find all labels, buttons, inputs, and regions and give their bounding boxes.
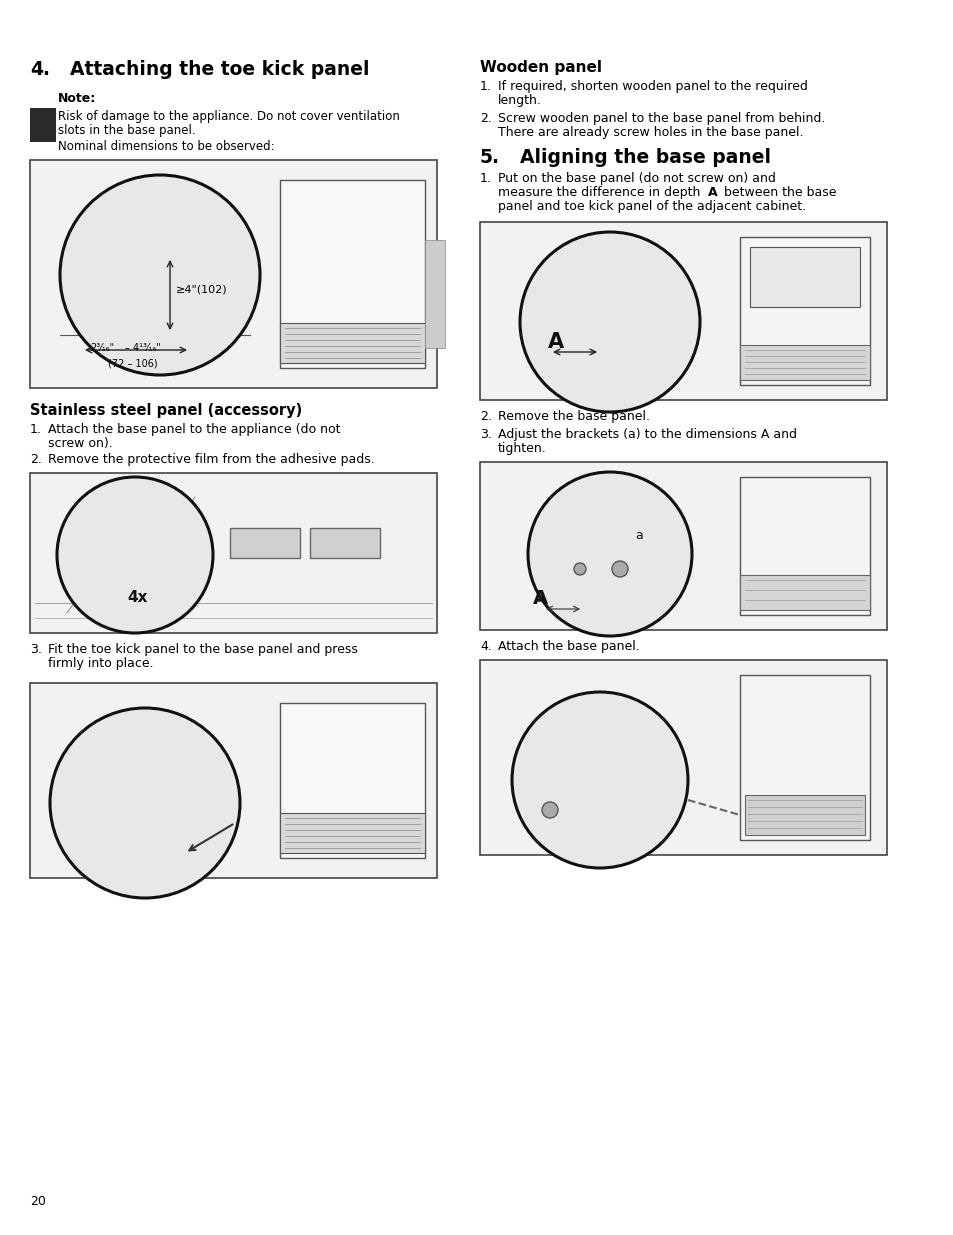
Bar	[749, 247, 859, 308]
Bar	[479, 222, 886, 400]
Bar	[280, 813, 424, 853]
Text: Fit the toe kick panel to the base panel and press: Fit the toe kick panel to the base panel…	[48, 643, 357, 656]
Text: Put on the base panel (do not screw on) and: Put on the base panel (do not screw on) …	[497, 172, 775, 185]
Text: 20: 20	[30, 1195, 46, 1208]
Text: 2.: 2.	[30, 453, 42, 466]
Text: There are already screw holes in the base panel.: There are already screw holes in the bas…	[497, 126, 802, 140]
Circle shape	[541, 802, 558, 818]
Text: Stainless steel panel (accessory): Stainless steel panel (accessory)	[30, 403, 302, 417]
Text: length.: length.	[497, 94, 541, 107]
Circle shape	[574, 563, 585, 576]
Text: panel and toe kick panel of the adjacent cabinet.: panel and toe kick panel of the adjacent…	[497, 200, 805, 212]
Bar	[280, 324, 424, 363]
Bar	[559, 524, 649, 543]
Bar	[740, 576, 869, 610]
Text: If required, shorten wooden panel to the required: If required, shorten wooden panel to the…	[497, 80, 807, 93]
Bar	[740, 477, 869, 615]
Text: – 4¹³⁄₁₆": – 4¹³⁄₁₆"	[125, 343, 161, 353]
Text: Attaching the toe kick panel: Attaching the toe kick panel	[70, 61, 369, 79]
Bar	[280, 703, 424, 858]
Text: Aligning the base panel: Aligning the base panel	[519, 148, 770, 167]
Bar	[740, 676, 869, 840]
Text: 1.: 1.	[479, 80, 492, 93]
Text: Adjust the brackets (a) to the dimensions A and: Adjust the brackets (a) to the dimension…	[497, 429, 796, 441]
Bar	[280, 180, 424, 368]
Text: B: B	[36, 117, 50, 135]
Bar	[539, 820, 659, 835]
Bar	[30, 473, 436, 634]
Bar	[30, 161, 436, 388]
Text: 4.: 4.	[30, 61, 50, 79]
Bar	[479, 659, 886, 855]
Text: Nominal dimensions to be observed:: Nominal dimensions to be observed:	[58, 140, 274, 153]
Bar	[230, 529, 299, 558]
Text: between the base: between the base	[720, 186, 836, 199]
Bar	[30, 683, 436, 878]
Text: measure the difference in depth: measure the difference in depth	[497, 186, 703, 199]
Bar	[424, 240, 444, 348]
Circle shape	[527, 472, 691, 636]
Bar	[30, 107, 56, 142]
Text: 2.: 2.	[479, 410, 492, 424]
Bar	[569, 543, 609, 574]
Circle shape	[519, 232, 700, 412]
Text: 4.: 4.	[479, 640, 492, 653]
Text: Risk of damage to the appliance. Do not cover ventilation: Risk of damage to the appliance. Do not …	[58, 110, 399, 124]
Text: Remove the base panel.: Remove the base panel.	[497, 410, 649, 424]
Text: 1.: 1.	[479, 172, 492, 185]
Bar	[479, 462, 886, 630]
Bar	[744, 795, 864, 835]
Text: Attach the base panel.: Attach the base panel.	[497, 640, 639, 653]
Text: 3.: 3.	[479, 429, 492, 441]
Bar	[310, 529, 379, 558]
Text: Remove the protective film from the adhesive pads.: Remove the protective film from the adhe…	[48, 453, 375, 466]
Circle shape	[512, 692, 687, 868]
Circle shape	[57, 477, 213, 634]
Text: ≥4"(102): ≥4"(102)	[175, 285, 228, 295]
Text: Wooden panel: Wooden panel	[479, 61, 601, 75]
Text: firmly into place.: firmly into place.	[48, 657, 153, 671]
Text: A: A	[707, 186, 717, 199]
Text: 3.: 3.	[30, 643, 42, 656]
Text: 4x: 4x	[127, 590, 148, 605]
Text: 2.: 2.	[479, 112, 492, 125]
Text: screw on).: screw on).	[48, 437, 112, 450]
Text: 5.: 5.	[479, 148, 499, 167]
Text: A: A	[533, 589, 548, 608]
Bar	[85, 832, 205, 853]
Bar	[740, 237, 869, 385]
Text: (72 – 106): (72 – 106)	[108, 358, 157, 368]
Text: Attach the base panel to the appliance (do not: Attach the base panel to the appliance (…	[48, 424, 340, 436]
Circle shape	[50, 708, 240, 898]
Text: slots in the base panel.: slots in the base panel.	[58, 124, 195, 137]
Text: 2³⁄₁₆": 2³⁄₁₆"	[90, 343, 114, 353]
Circle shape	[60, 175, 260, 375]
Text: Note:: Note:	[58, 91, 96, 105]
Circle shape	[612, 561, 627, 577]
Text: a: a	[635, 529, 642, 542]
Text: tighten.: tighten.	[497, 442, 546, 454]
Bar	[740, 345, 869, 380]
Text: A: A	[547, 332, 563, 352]
Text: 1.: 1.	[30, 424, 42, 436]
Text: Screw wooden panel to the base panel from behind.: Screw wooden panel to the base panel fro…	[497, 112, 824, 125]
